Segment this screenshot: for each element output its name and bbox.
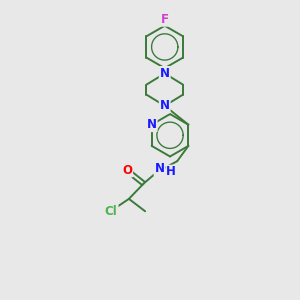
Text: H: H (167, 165, 176, 178)
Text: N: N (160, 67, 170, 80)
Text: Cl: Cl (105, 205, 118, 218)
Text: N: N (147, 118, 157, 131)
Text: N: N (160, 99, 170, 112)
Text: N: N (154, 162, 164, 175)
Text: O: O (122, 164, 132, 176)
Text: F: F (161, 13, 169, 26)
